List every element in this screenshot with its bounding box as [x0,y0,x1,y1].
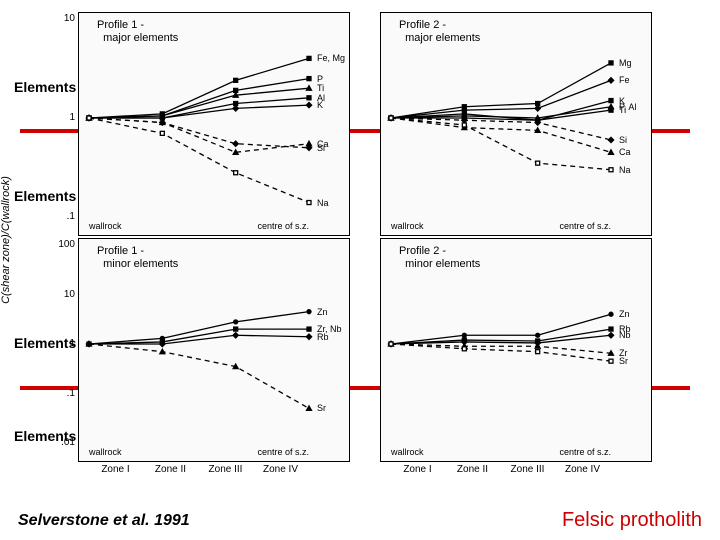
ytick-label: .01 [55,437,75,448]
protolith-text: Felsic protholith [562,509,702,532]
series-label: Si [317,143,325,153]
series-label: Fe [619,75,630,85]
panel-p2-minor: Profile 2 - minor elementswallrockcentre… [380,238,652,462]
series-label: Sr [619,356,628,366]
citation-text: Selverstone et al. 1991 [18,512,190,530]
series-label: Sr [317,403,326,413]
zone-label: Zone IV [561,464,605,475]
series-label: Mg [619,58,632,68]
series-label: P [317,74,323,84]
zone-label: Zone IV [259,464,303,475]
series-label: Ti [619,105,626,115]
series-label: Ca [619,147,631,157]
series-label: Fe, Mg [317,53,345,63]
series-label: Na [619,165,631,175]
ytick-label: 100 [55,239,75,250]
ytick-label: .1 [55,388,75,399]
zone-label: Zone II [451,464,495,475]
panel-p1-minor: Profile 1 - minor elements.01.1110100wal… [78,238,350,462]
ytick-label: 10 [55,13,75,24]
plot-svg [79,239,349,461]
series-label: Ti [317,83,324,93]
ytick-label: 1 [55,112,75,123]
series-label: Na [317,198,329,208]
plot-svg [79,13,349,235]
ytick-label: .1 [55,211,75,222]
zone-label: Zone I [94,464,138,475]
plot-svg [381,239,651,461]
zone-label: Zone II [149,464,193,475]
zone-label: Zone III [506,464,550,475]
series-label: Si [619,135,627,145]
series-label: Zn [317,307,328,317]
plot-svg [381,13,651,235]
series-label: Nb [619,330,631,340]
ytick-label: 10 [55,289,75,300]
series-label: Rb [317,332,329,342]
y-axis-label: C(shear zone)/C(wallrock) [0,176,12,304]
panel-p2-major: Profile 2 - major elementswallrockcentre… [380,12,652,236]
zone-label: Zone I [396,464,440,475]
ytick-label: 1 [55,338,75,349]
zone-label: Zone III [204,464,248,475]
series-label: K [317,100,323,110]
series-label: Zn [619,309,630,319]
panel-p1-major: Profile 1 - major elements.1110wallrockc… [78,12,350,236]
